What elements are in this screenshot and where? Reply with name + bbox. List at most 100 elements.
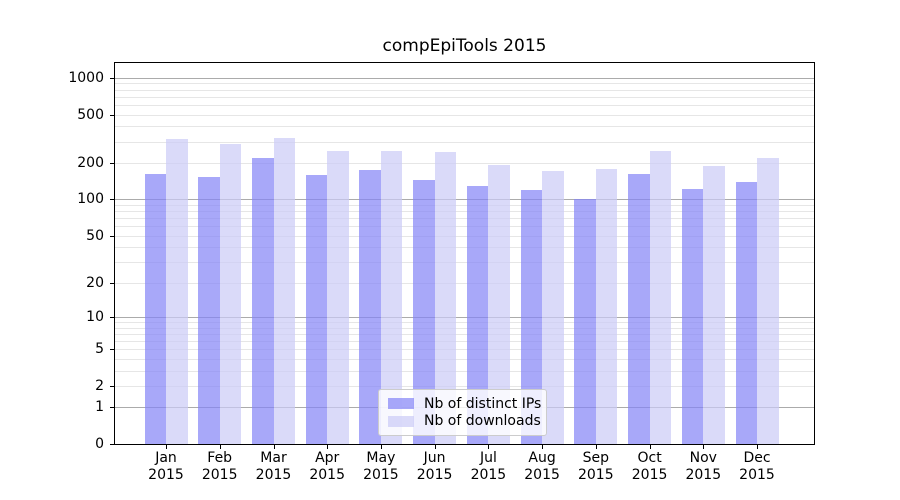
x-tick-month-nov: Nov — [689, 450, 717, 466]
bar-nb-of-distinct-ips-jan — [144, 173, 166, 444]
bar-nb-of-downloads-feb — [219, 143, 242, 444]
x-tick-jul — [488, 445, 490, 449]
x-tick-may — [380, 445, 382, 449]
x-tick-year-may: 2015 — [363, 467, 399, 483]
x-tick-month-jun: Jun — [423, 450, 446, 466]
gridline-minor-8 — [115, 327, 814, 329]
gridline-minor-70 — [115, 218, 814, 219]
gridline-minor-40 — [115, 247, 814, 249]
x-tick-label-jun: Jun 2015 — [403, 450, 467, 484]
bar-nb-of-downloads-aug — [542, 171, 564, 444]
x-tick-year-aug: 2015 — [524, 467, 560, 483]
y-tick-label-200: 200 — [77, 154, 104, 171]
gridline-minor-300 — [115, 141, 814, 143]
x-tick-label-jan: Jan 2015 — [134, 450, 198, 484]
x-tick-year-feb: 2015 — [201, 467, 238, 483]
y-tick-50 — [110, 235, 114, 237]
y-tick-label-100: 100 — [77, 191, 104, 208]
bar-nb-of-downloads-apr — [327, 151, 349, 444]
y-tick-label-1: 1 — [95, 399, 104, 416]
bar-nb-of-distinct-ips-aug — [520, 189, 543, 444]
gridline-major-1000 — [115, 77, 814, 79]
gridline-minor-90 — [115, 204, 814, 206]
bar-nb-of-downloads-jul — [488, 165, 510, 444]
legend-swatch-distinct-ips — [388, 398, 414, 410]
gridline-minor-50 — [115, 235, 814, 237]
x-tick-month-oct: Oct — [637, 450, 662, 466]
x-tick-year-sep: 2015 — [577, 467, 614, 483]
x-tick-month-aug: Aug — [528, 450, 556, 466]
x-tick-sep — [595, 445, 597, 449]
y-tick-1 — [110, 407, 114, 409]
x-tick-year-jun: 2015 — [416, 467, 453, 483]
gridline-minor-5 — [115, 349, 814, 350]
x-tick-label-nov: Nov 2015 — [671, 450, 735, 484]
y-tick-500 — [110, 114, 114, 116]
y-tick-1000 — [110, 77, 114, 79]
x-tick-apr — [327, 445, 329, 449]
x-tick-year-oct: 2015 — [631, 467, 668, 483]
x-tick-month-sep: Sep — [582, 450, 609, 466]
chart-title: compEpiTools 2015 — [382, 36, 547, 56]
x-tick-feb — [219, 445, 221, 449]
x-tick-dec — [757, 445, 758, 449]
bar-nb-of-distinct-ips-oct — [628, 174, 650, 444]
x-tick-jun — [434, 445, 436, 449]
x-tick-label-dec: Dec 2015 — [725, 450, 789, 484]
x-tick-label-feb: Feb 2015 — [188, 450, 252, 484]
bar-nb-of-downloads-sep — [595, 169, 618, 444]
x-tick-label-sep: Sep 2015 — [564, 450, 628, 484]
y-tick-label-10: 10 — [86, 308, 104, 325]
bar-nb-of-downloads-mar — [273, 138, 295, 444]
bar-nb-of-distinct-ips-jun — [413, 179, 435, 444]
bar-nb-of-distinct-ips-jul — [466, 186, 489, 444]
x-tick-year-mar: 2015 — [255, 467, 292, 483]
x-tick-year-nov: 2015 — [685, 467, 722, 483]
y-tick-label-2: 2 — [95, 377, 104, 394]
gridline-minor-700 — [115, 96, 814, 98]
bar-nb-of-downloads-oct — [649, 151, 672, 444]
x-tick-aug — [542, 445, 544, 449]
bar-nb-of-distinct-ips-apr — [305, 175, 328, 444]
y-tick-0 — [110, 444, 114, 445]
gridline-minor-20 — [115, 282, 814, 284]
x-tick-oct — [649, 445, 651, 449]
bar-nb-of-distinct-ips-mar — [252, 158, 274, 444]
bar-nb-of-downloads-nov — [703, 166, 725, 444]
y-tick-200 — [110, 162, 114, 164]
gridline-minor-9 — [115, 321, 814, 323]
y-tick-100 — [110, 199, 114, 201]
x-tick-label-oct: Oct 2015 — [618, 450, 682, 484]
x-tick-month-feb: Feb — [207, 450, 233, 466]
gridline-minor-60 — [115, 226, 814, 228]
x-tick-label-jul: Jul 2015 — [456, 450, 520, 484]
gridline-minor-400 — [115, 126, 814, 128]
legend-item-downloads: Nb of downloads — [388, 413, 541, 429]
y-tick-label-0: 0 — [95, 436, 104, 452]
legend-item-distinct-ips: Nb of distinct IPs — [388, 396, 541, 412]
x-tick-month-dec: Dec — [743, 450, 771, 466]
gridline-minor-7 — [115, 333, 814, 335]
gridline-minor-600 — [115, 104, 814, 106]
gridline-minor-2 — [115, 385, 814, 387]
gridline-minor-800 — [115, 89, 814, 91]
x-tick-mar — [273, 445, 275, 449]
legend-label-distinct-ips: Nb of distinct IPs — [424, 395, 542, 412]
y-tick-20 — [110, 282, 114, 284]
gridline-major-100 — [115, 199, 814, 201]
x-tick-year-jul: 2015 — [470, 467, 507, 483]
y-tick-label-20: 20 — [86, 274, 104, 291]
legend: Nb of distinct IPs Nb of downloads — [378, 389, 547, 436]
bar-nb-of-downloads-jan — [166, 138, 188, 444]
x-tick-label-mar: Mar 2015 — [242, 450, 306, 484]
x-tick-label-apr: Apr 2015 — [295, 450, 359, 484]
y-tick-2 — [110, 385, 114, 387]
y-tick-label-500: 500 — [77, 106, 104, 123]
legend-swatch-downloads — [388, 415, 414, 427]
y-tick-label-5: 5 — [95, 341, 104, 357]
gridline-minor-3 — [115, 370, 814, 372]
bar-nb-of-distinct-ips-nov — [681, 188, 704, 444]
gridline-minor-6 — [115, 340, 814, 342]
x-tick-month-apr: Apr — [315, 450, 340, 466]
